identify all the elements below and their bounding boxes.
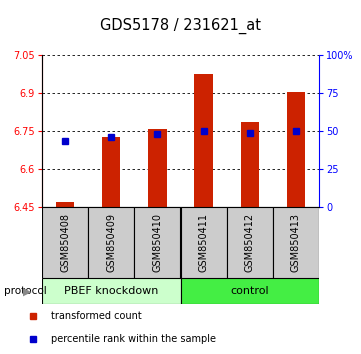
Bar [194,74,213,207]
Text: PBEF knockdown: PBEF knockdown [64,286,158,296]
Text: GSM850412: GSM850412 [245,213,255,272]
Bar [180,207,227,278]
Bar [102,137,121,207]
Bar [148,129,167,207]
Text: protocol: protocol [4,286,46,296]
Text: GDS5178 / 231621_at: GDS5178 / 231621_at [100,17,261,34]
Bar [42,207,88,278]
Text: control: control [230,286,269,296]
Bar [287,92,305,207]
Bar [88,207,134,278]
Text: GSM850411: GSM850411 [199,213,209,272]
Text: GSM850413: GSM850413 [291,213,301,272]
Text: ▶: ▶ [23,286,32,296]
Bar [240,122,259,207]
Text: GSM850408: GSM850408 [60,213,70,272]
Text: transformed count: transformed count [51,311,141,321]
Text: percentile rank within the sample: percentile rank within the sample [51,334,216,344]
Bar [56,201,74,207]
Bar [180,278,319,304]
Bar [273,207,319,278]
Bar [227,207,273,278]
Bar [42,278,180,304]
Bar [134,207,180,278]
Text: GSM850409: GSM850409 [106,213,116,272]
Text: GSM850410: GSM850410 [152,213,162,272]
